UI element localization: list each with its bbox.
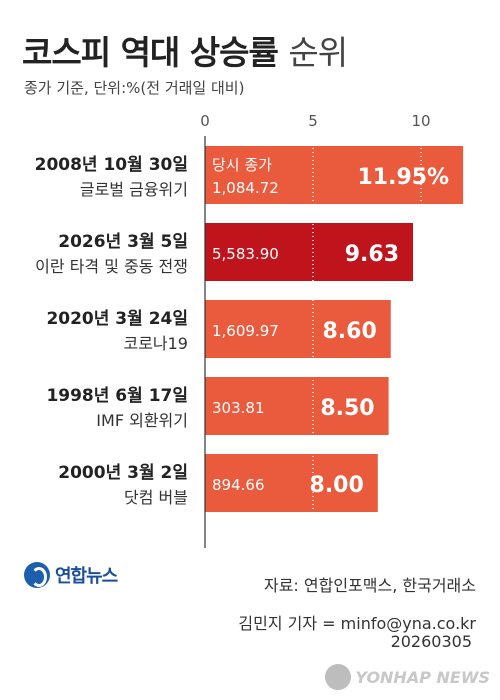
category-event-label: 이란 타격 및 중동 전쟁	[35, 257, 188, 276]
bar	[205, 146, 464, 204]
chart-title: 코스피 역대 상승률 순위	[22, 26, 348, 74]
value-label: 11.95%	[357, 165, 449, 190]
value-label: 8.60	[322, 319, 376, 344]
close-price-label: 1,609.97	[212, 322, 279, 340]
bar	[205, 454, 378, 512]
bar	[205, 377, 389, 435]
bar	[205, 300, 391, 358]
category-event-label: 닷컴 버블	[124, 488, 188, 507]
value-label: 8.00	[310, 473, 364, 498]
close-price-label: 5,583.90	[212, 245, 279, 263]
category-date-label: 1998년 6월 17일	[46, 386, 188, 406]
yonhap-logo-text: 연합뉴스	[55, 566, 118, 587]
category-event-label: IMF 외환위기	[96, 411, 188, 430]
tick-label: 10	[411, 112, 430, 130]
tick-label: 5	[308, 112, 318, 130]
close-price-label: 303.81	[212, 399, 265, 417]
close-price-header: 당시 종가	[212, 156, 272, 174]
close-price-label: 894.66	[212, 476, 265, 494]
date-text: 20260305	[390, 632, 472, 651]
value-label: 8.50	[320, 396, 374, 421]
title-bold: 코스피 역대 상승률	[22, 33, 279, 72]
watermark-text: YONHAP NEWS	[355, 667, 490, 687]
category-event-label: 글로벌 금융위기	[80, 180, 188, 199]
value-label: 9.63	[345, 242, 399, 267]
category-date-label: 2020년 3월 24일	[46, 309, 188, 329]
watermark-logo-icon	[325, 664, 352, 690]
close-price-label: 1,084.72	[212, 179, 279, 197]
title-light: 순위	[288, 33, 348, 72]
category-event-label: 코로나19	[123, 334, 188, 353]
category-date-label: 2008년 10월 30일	[35, 155, 188, 175]
yonhap-logo: 연합뉴스	[24, 562, 118, 588]
yonhap-logo-icon	[24, 562, 50, 588]
watermark: YONHAP NEWS	[325, 664, 490, 690]
chart-subtitle: 종가 기준, 단위:%(전 거래일 대비)	[24, 79, 245, 97]
category-date-label: 2026년 3월 5일	[58, 232, 188, 252]
category-date-label: 2000년 3월 2일	[58, 463, 188, 483]
tick-label: 0	[200, 112, 210, 130]
source-text: 자료: 연합인포맥스, 한국거래소	[263, 576, 476, 595]
reporter-text: 김민지 기자 = minfo@yna.co.kr	[238, 614, 476, 633]
bar	[205, 223, 414, 281]
